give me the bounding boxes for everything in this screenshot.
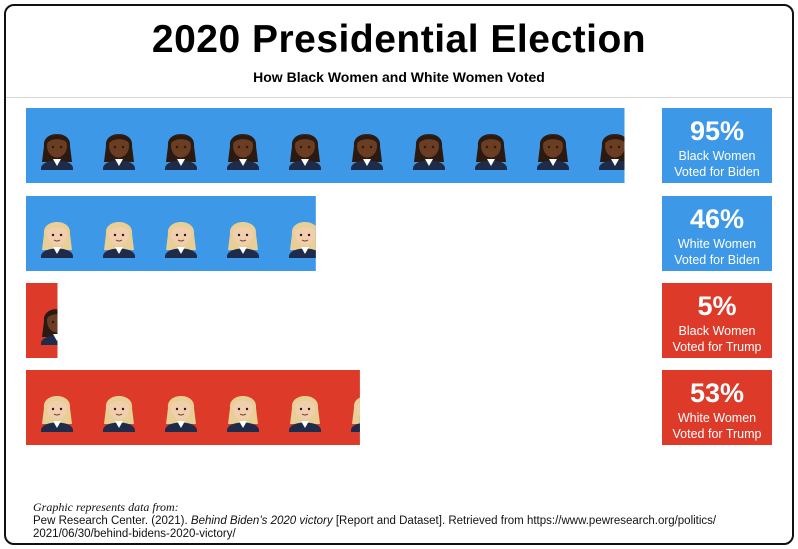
data-label-value: 95% [690,116,744,146]
bar-2-icons [41,309,58,345]
divider [6,97,792,98]
bar-chart: 95% Black Women Voted for Biden 46% White Wo… [26,108,772,445]
woman-light-skin-blonde-icon [351,397,360,432]
data-label-value: 46% [690,204,744,234]
woman-light-skin-blonde-icon [227,396,259,432]
woman-light-skin-blonde-icon [289,222,316,258]
woman-light-skin-blonde-icon [103,396,135,432]
woman-light-skin-blonde-icon [227,222,259,258]
woman-light-skin-blonde-icon [165,222,197,258]
data-label-candidate: Voted for Biden [674,253,760,267]
source-citation: Graphic represents data from: Pew Resear… [33,500,783,542]
woman-light-skin-blonde-icon [41,396,73,432]
label-box-0 [662,108,772,183]
woman-dark-skin-icon [351,134,383,170]
label-box-2 [662,283,772,358]
data-label-value: 5% [697,291,736,321]
bar-0-icons [41,134,625,170]
woman-dark-skin-icon [103,134,135,170]
source-reference: Pew Research Center. (2021). Behind Bide… [33,515,783,529]
bar-3-icons [41,396,360,432]
woman-dark-skin-icon [165,134,197,170]
source-details: [Report and Dataset]. Retrieved from htt… [335,514,717,527]
woman-dark-skin-icon [41,309,58,345]
data-label-value: 53% [690,378,744,408]
woman-dark-skin-icon [599,134,625,170]
data-label-group: White Women [678,237,756,251]
woman-light-skin-blonde-icon [289,396,321,432]
source-author: Pew Research Center. (2021). [33,514,188,527]
source-url-continued: 2021/06/30/behind-bidens-2020-victory/ [33,528,236,540]
woman-dark-skin-icon [537,134,569,170]
data-label-candidate: Voted for Trump [673,340,762,354]
woman-dark-skin-icon [413,134,445,170]
woman-dark-skin-icon [289,134,321,170]
label-box-3 [662,370,772,445]
data-label-candidate: Voted for Biden [674,165,760,179]
woman-dark-skin-icon [227,134,259,170]
chart-frame: 2020 Presidential Election How Black Wom… [4,4,794,545]
chart-subtitle: How Black Women and White Women Voted [253,69,545,85]
source-work: Behind Biden’s 2020 victory [190,514,333,527]
chart-title: 2020 Presidential Election [151,18,647,61]
label-box-1 [662,196,772,271]
data-label-group: White Women [678,411,756,425]
bar-1-icons [41,222,316,258]
woman-light-skin-blonde-icon [41,222,73,258]
source-intro: Graphic represents data from: [33,500,179,514]
data-label-candidate: Voted for Trump [673,427,762,441]
woman-light-skin-blonde-icon [103,222,135,258]
data-label-group: Black Women [679,149,756,163]
data-label-group: Black Women [679,324,756,338]
woman-dark-skin-icon [475,134,507,170]
woman-dark-skin-icon [41,134,73,170]
woman-light-skin-blonde-icon [165,396,197,432]
